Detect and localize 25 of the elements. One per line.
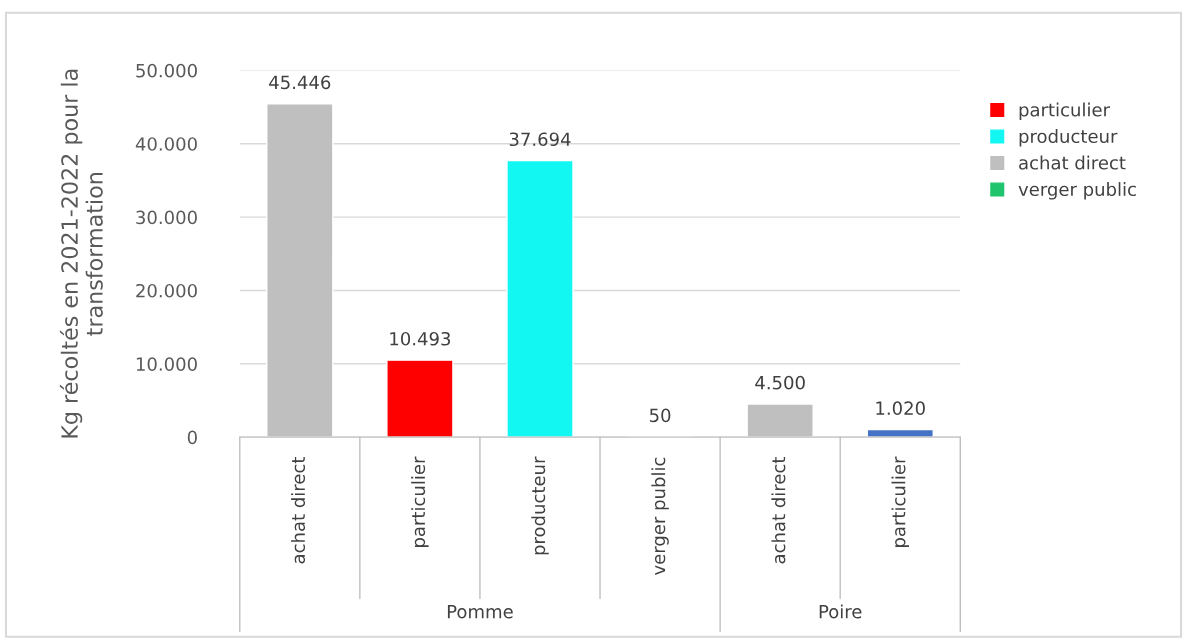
- legend-label: producteur: [1019, 129, 1118, 147]
- x-tick-label: particulier: [411, 456, 429, 547]
- data-label: 50: [649, 408, 671, 423]
- x-tick-label: producteur: [531, 456, 549, 555]
- data-label: 10.493: [390, 331, 451, 346]
- y-axis-title: Kg récoltés en 2021-2022 pour la transformation: [59, 69, 103, 438]
- y-tick-label: 0: [187, 430, 197, 445]
- x-tick-label: verger public: [651, 457, 669, 575]
- data-label: 37.694: [509, 132, 571, 147]
- legend-label: particulier: [1019, 102, 1111, 121]
- x-tick-label: achat direct: [291, 457, 306, 564]
- data-label: 45.446: [269, 75, 331, 90]
- y-tick-label: 50.000: [136, 63, 197, 78]
- legend-label: verger public: [1018, 182, 1136, 200]
- text: Pomme: [447, 604, 513, 619]
- data-label: 1.020: [876, 401, 925, 416]
- y-tick-label: 40.000: [135, 137, 197, 151]
- data-label: 4.500: [755, 375, 805, 390]
- legend-label: achat direct: [1019, 155, 1126, 170]
- x-tick-label: particulier: [891, 456, 909, 547]
- y-tick-label: 20.000: [136, 283, 197, 298]
- y-tick-label: 30.000: [136, 210, 197, 225]
- text: Poire: [819, 604, 862, 619]
- y-tick-label: 10.000: [136, 357, 197, 371]
- x-tick-label: achat direct: [771, 457, 786, 564]
